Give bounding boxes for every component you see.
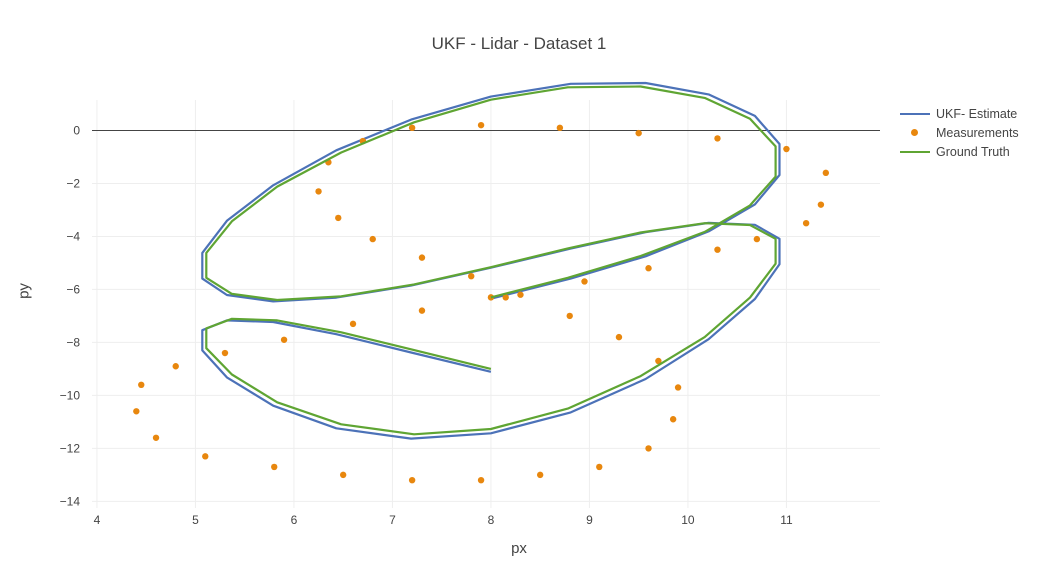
legend-marker-icon <box>898 127 932 139</box>
measurement-point <box>202 453 209 460</box>
measurement-point <box>714 246 721 253</box>
measurement-point <box>556 124 564 132</box>
measurement-point <box>418 307 426 314</box>
x-axis-label: px <box>511 540 527 557</box>
measurement-point <box>280 336 288 343</box>
measurement-point <box>714 135 721 142</box>
measurement-point <box>172 363 179 370</box>
estimate-swatch-line <box>900 112 930 115</box>
measurement-point <box>783 145 790 153</box>
ground-truth-swatch-line <box>900 150 930 153</box>
measurement-point <box>817 201 825 208</box>
x-tick-label: 5 <box>192 513 199 527</box>
measurement-point <box>221 349 229 357</box>
x-tick-label: 8 <box>488 513 495 527</box>
measurement-point <box>468 272 475 280</box>
measurement-point <box>645 265 652 272</box>
x-tick-label: 9 <box>586 513 593 527</box>
x-tick-label: 11 <box>780 513 793 527</box>
y-tick-label: −12 <box>60 441 81 455</box>
legend-item-ground-truth[interactable]: Ground Truth <box>898 142 1019 161</box>
measurement-point <box>674 384 682 391</box>
ground-truth-line <box>205 85 777 436</box>
measurement-point <box>502 294 509 301</box>
measurement-point <box>645 445 652 452</box>
measurement-point <box>655 357 662 365</box>
y-tick-label: −14 <box>60 494 81 508</box>
measurement-point <box>339 471 347 479</box>
x-tick-label: 6 <box>291 513 298 527</box>
measurement-point <box>753 235 761 243</box>
measurement-point <box>822 169 830 177</box>
measurement-point <box>477 476 485 484</box>
measurement-point <box>133 408 140 415</box>
y-tick-label: 0 <box>73 123 80 137</box>
measurement-point <box>418 254 426 261</box>
legend: UKF- Estimate Measurements Ground Truth <box>898 104 1019 161</box>
legend-line-icon <box>898 146 932 158</box>
measurement-point <box>477 121 485 129</box>
y-tick-label: −8 <box>66 335 80 349</box>
x-tick-label: 4 <box>94 513 101 527</box>
y-axis-label: py <box>15 283 33 299</box>
legend-line-icon <box>898 108 932 120</box>
legend-item-measurements[interactable]: Measurements <box>898 123 1019 142</box>
measurement-point <box>566 312 573 320</box>
measurement-point <box>802 219 810 227</box>
measurement-point <box>152 434 160 441</box>
legend-label-measurements: Measurements <box>936 125 1019 140</box>
measurement-point <box>615 333 623 341</box>
measurement-point <box>271 463 278 471</box>
y-tick-label: −2 <box>66 176 80 190</box>
measurement-point <box>408 124 416 132</box>
measurement-point <box>536 471 544 479</box>
measurement-point <box>315 188 322 195</box>
legend-label-ground-truth: Ground Truth <box>936 144 1010 159</box>
measurement-point <box>369 235 376 243</box>
measurement-swatch-dot <box>911 128 918 136</box>
y-tick-label: −4 <box>66 229 80 243</box>
x-tick-label: 7 <box>389 513 396 527</box>
legend-label-estimate: UKF- Estimate <box>936 106 1018 121</box>
chart-title: UKF - Lidar - Dataset 1 <box>431 34 607 53</box>
measurement-point <box>669 416 677 423</box>
measurement-point <box>408 476 416 484</box>
y-tick-label: −6 <box>66 282 80 296</box>
measurement-point <box>349 320 357 328</box>
legend-item-estimate[interactable]: UKF- Estimate <box>898 104 1019 123</box>
measurement-point <box>517 291 524 298</box>
y-tick-label: −10 <box>60 388 81 402</box>
x-tick-label: 10 <box>681 513 695 527</box>
measurement-point <box>335 214 342 222</box>
measurement-point <box>138 381 145 389</box>
measurement-point <box>596 463 603 471</box>
measurement-point <box>635 129 642 137</box>
measurement-point <box>581 278 588 285</box>
